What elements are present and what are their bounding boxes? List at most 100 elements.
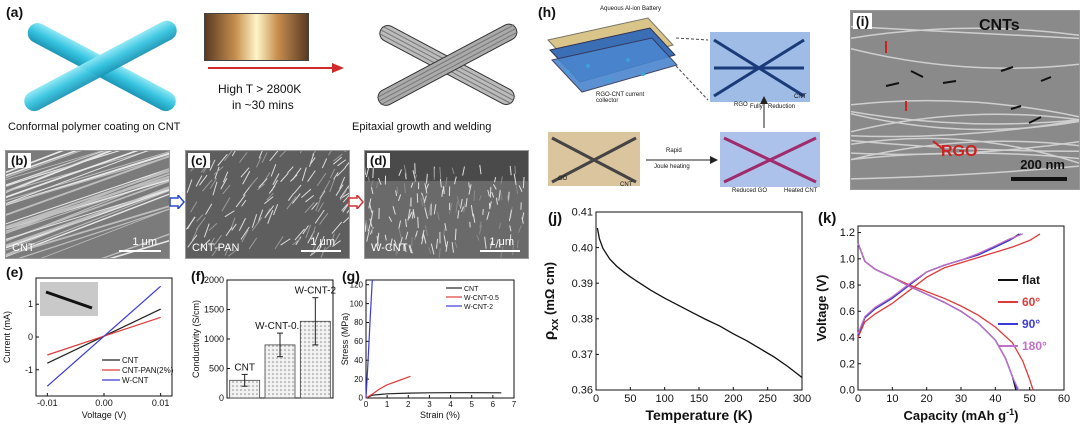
welded-fiber [513,173,517,185]
coated-fiber [321,180,331,195]
nanotube-strand [6,151,169,202]
coated-fiber [258,178,268,188]
plot-frame [595,211,803,391]
welded-fiber [424,207,429,219]
welded-fiber [388,216,393,222]
welded-fiber [509,165,512,176]
battery-schematic [547,17,820,187]
panel-a: (a) Conformal polymer coating on CNT Hig… [0,0,535,148]
coated-fiber [264,205,275,219]
heating-arrow [208,63,344,73]
coated-fiber [342,194,349,203]
welded-fiber [412,209,416,219]
coated-fiber [209,177,218,190]
coated-fiber [213,166,224,175]
legend-entry: CNT-PAN(2%) [122,366,174,375]
sem-d-scale-bar [480,250,520,252]
x-tick-label: 7 [512,400,517,409]
rgo-wrinkle [851,47,1079,69]
bar-label: W-CNT-0.5 [255,321,305,332]
welded-fiber [438,248,441,258]
charge-curve-flat [857,233,1020,336]
y-tick-label: 120 [350,280,364,289]
coated-fiber [203,223,210,238]
sem-c-scale-bar [301,250,341,252]
charge-curve-180° [857,233,1024,334]
nanotube-strand [6,151,139,199]
coated-fiber [286,196,297,210]
sem-c-tag: CNT-PAN [192,242,240,254]
welded-fiber [517,225,522,233]
rgo-wrinkle [851,139,1079,153]
welded-fiber [487,189,490,197]
bar-label: W-CNT-2 [295,286,337,297]
sem-c-scale-text: 1 μm [310,236,335,248]
label-joule: Joule heating [654,164,690,170]
welded-fiber [516,239,519,249]
welded-fiber [515,184,519,194]
welded-fiber [444,223,447,231]
welded-fiber [508,191,510,201]
welded-fiber [465,198,468,208]
coated-fiber [266,192,274,201]
welded-fiber [423,195,427,204]
x-axis-label: Capacity (mAh g-1) [904,407,1019,423]
x-tick-label: 4 [448,400,453,409]
coated-fiber [304,202,315,213]
coated-fiber [213,234,222,247]
coated-fiber [339,190,347,201]
welded-fiber [410,182,414,188]
arrow-text-temperature: High T > 2800K [218,82,302,96]
inset-fiber [45,290,93,310]
coated-fiber [311,202,318,211]
coated-fiber [272,173,280,186]
sem-b-tag: CNT [12,242,35,254]
arrow-c-to-d [348,195,364,209]
welded-fiber [409,244,413,254]
coated-fiber [294,228,305,241]
welded-fiber [514,165,517,174]
welded-fiber [468,182,470,188]
x-tick-label: 50 [1024,393,1036,405]
coated-fiber [227,248,239,257]
sem-d-scale-text: 1 μm [489,236,514,248]
welded-fiber [495,197,498,205]
y-tick-label: 0.0 [840,385,855,397]
nanotube-strand [6,205,169,257]
welded-fiber [473,190,476,202]
coated-fiber [287,192,295,201]
coated-fiber [347,186,349,190]
welded-fiber [521,212,525,220]
welded-fiber [398,220,402,229]
y-axis-unit: (mΩ cm) [542,262,557,319]
y-tick-label: 0.6 [840,306,855,318]
sem-image-c: (c) CNT-PAN 1 μm [185,150,350,259]
polymer-coated-cnt-illustration [24,20,177,112]
chart-k: 0 10 20 30 40 50 60 0.0 0.2 0.4 0.6 0.8 1.0 1.2 flat 60… [814,225,1070,423]
caption-right: Epitaxial growth and welding [352,121,492,133]
welded-fiber [500,176,503,185]
welded-fiber [495,239,499,249]
coated-fiber [195,217,206,231]
panel-j-label: (j) [548,210,563,227]
black-arrow [885,82,900,87]
y-tick-label: 0 [359,394,364,403]
black-arrow [1028,116,1042,124]
coated-fiber [231,151,236,157]
welded-fiber [428,246,432,254]
rgo-wrinkle [851,25,1079,40]
coated-fiber [251,216,263,232]
coated-fiber [331,221,343,234]
x-axis-text: Capacity (mAh g [904,408,1007,423]
welded-fiber [453,176,457,185]
legend-entry: W-CNT-0.5 [464,295,499,302]
coated-fiber [209,159,216,171]
sem-b-scale-bar [119,250,161,252]
welded-fiber [415,230,418,237]
coated-fiber [248,177,259,188]
welded-fiber [425,183,429,190]
label-cnts: CNTs [979,17,1020,34]
coated-fiber [240,226,250,240]
y-tick-label: 0.4 [840,332,855,344]
x-tick-label: 200 [724,393,742,405]
